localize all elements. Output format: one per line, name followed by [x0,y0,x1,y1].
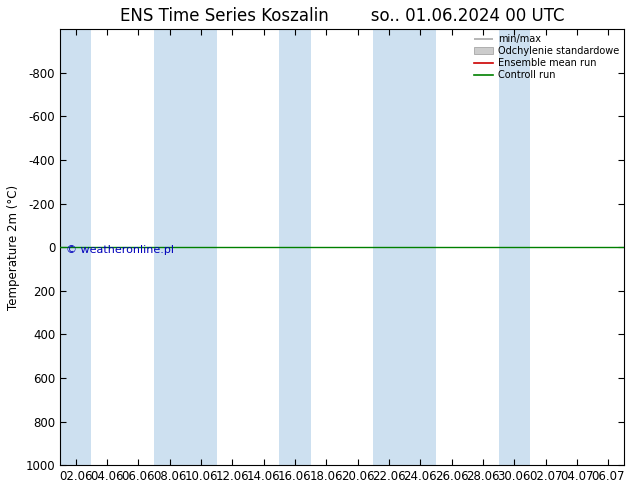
Y-axis label: Temperature 2m (°C): Temperature 2m (°C) [7,185,20,310]
Bar [154,29,217,465]
Title: ENS Time Series Koszalin        so.. 01.06.2024 00 UTC: ENS Time Series Koszalin so.. 01.06.2024… [120,7,564,25]
Bar [498,29,530,465]
Text: © weatheronline.pl: © weatheronline.pl [66,245,174,255]
Legend: min/max, Odchylenie standardowe, Ensemble mean run, Controll run: min/max, Odchylenie standardowe, Ensembl… [474,34,619,80]
Bar [280,29,311,465]
Bar [60,29,91,465]
Bar [373,29,436,465]
